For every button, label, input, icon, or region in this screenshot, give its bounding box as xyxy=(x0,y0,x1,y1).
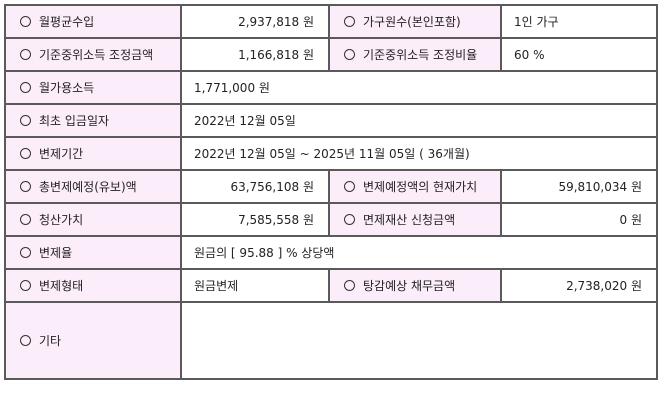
circle-bullet-icon xyxy=(20,214,31,225)
table-row: 월가용소득 1,771,000 원 xyxy=(4,70,658,105)
circle-bullet-icon xyxy=(344,49,355,60)
value-disposable-income: 1,771,000 원 xyxy=(180,70,658,105)
circle-bullet-icon xyxy=(20,181,31,192)
label-text: 총변제예정(유보)액 xyxy=(39,180,137,194)
table-row: 월평균수입 2,937,818 원 가구원수(본인포함) 1인 가구 xyxy=(4,4,658,39)
label-first-payment-date: 최초 입금일자 xyxy=(4,103,182,138)
circle-bullet-icon xyxy=(344,16,355,27)
circle-bullet-icon xyxy=(344,280,355,291)
circle-bullet-icon xyxy=(20,335,31,346)
circle-bullet-icon xyxy=(20,115,31,126)
label-text: 탕감예상 채무금액 xyxy=(363,279,456,293)
label-text: 변제예정액의 현재가치 xyxy=(363,180,478,194)
label-total-repayment: 총변제예정(유보)액 xyxy=(4,169,182,204)
label-repayment-type: 변제형태 xyxy=(4,268,182,303)
label-exempt-property: 면제재산 신청금액 xyxy=(328,202,502,237)
value-median-income-amount: 1,166,818 원 xyxy=(180,37,330,72)
table-row: 최초 입금일자 2022년 12월 05일 xyxy=(4,103,658,138)
circle-bullet-icon xyxy=(344,181,355,192)
value-other xyxy=(180,301,658,380)
label-text: 월평균수입 xyxy=(39,15,95,29)
table-row: 기타 xyxy=(4,301,658,380)
circle-bullet-icon xyxy=(20,16,31,27)
table-row: 변제형태 원금변제 탕감예상 채무금액 2,738,020 원 xyxy=(4,268,658,303)
value-first-payment-date: 2022년 12월 05일 xyxy=(180,103,658,138)
value-repayment-rate: 원금의 [ 95.88 ] % 상당액 xyxy=(180,235,658,270)
table-row: 청산가치 7,585,558 원 면제재산 신청금액 0 원 xyxy=(4,202,658,237)
label-repayment-period: 변제기간 xyxy=(4,136,182,171)
label-expected-forgiveness: 탕감예상 채무금액 xyxy=(328,268,502,303)
repayment-summary-table: 월평균수입 2,937,818 원 가구원수(본인포함) 1인 가구 기준중위소… xyxy=(4,4,658,380)
label-text: 변제형태 xyxy=(39,279,84,293)
label-text: 기준중위소득 조정금액 xyxy=(39,48,154,62)
value-exempt-property: 0 원 xyxy=(500,202,658,237)
value-total-repayment: 63,756,108 원 xyxy=(180,169,330,204)
value-median-income-ratio: 60 % xyxy=(500,37,658,72)
circle-bullet-icon xyxy=(20,148,31,159)
label-liquidation-value: 청산가치 xyxy=(4,202,182,237)
table-row: 총변제예정(유보)액 63,756,108 원 변제예정액의 현재가치 59,8… xyxy=(4,169,658,204)
label-text: 변제기간 xyxy=(39,147,84,161)
value-present-value: 59,810,034 원 xyxy=(500,169,658,204)
value-expected-forgiveness: 2,738,020 원 xyxy=(500,268,658,303)
circle-bullet-icon xyxy=(20,247,31,258)
table-row: 기준중위소득 조정금액 1,166,818 원 기준중위소득 조정비율 60 % xyxy=(4,37,658,72)
circle-bullet-icon xyxy=(20,82,31,93)
value-monthly-income: 2,937,818 원 xyxy=(180,4,330,39)
label-median-income-amount: 기준중위소득 조정금액 xyxy=(4,37,182,72)
label-text: 가구원수(본인포함) xyxy=(363,15,461,29)
table-row: 변제율 원금의 [ 95.88 ] % 상당액 xyxy=(4,235,658,270)
label-household-size: 가구원수(본인포함) xyxy=(328,4,502,39)
label-monthly-income: 월평균수입 xyxy=(4,4,182,39)
label-text: 변제율 xyxy=(39,246,73,260)
value-repayment-type: 원금변제 xyxy=(180,268,330,303)
label-text: 면제재산 신청금액 xyxy=(363,213,456,227)
label-present-value: 변제예정액의 현재가치 xyxy=(328,169,502,204)
label-text: 청산가치 xyxy=(39,213,84,227)
value-household-size: 1인 가구 xyxy=(500,4,658,39)
label-other: 기타 xyxy=(4,301,182,380)
table-row: 변제기간 2022년 12월 05일 ~ 2025년 11월 05일 ( 36개… xyxy=(4,136,658,171)
circle-bullet-icon xyxy=(20,49,31,60)
label-median-income-ratio: 기준중위소득 조정비율 xyxy=(328,37,502,72)
value-liquidation-value: 7,585,558 원 xyxy=(180,202,330,237)
value-repayment-period: 2022년 12월 05일 ~ 2025년 11월 05일 ( 36개월) xyxy=(180,136,658,171)
label-text: 기준중위소득 조정비율 xyxy=(363,48,478,62)
label-disposable-income: 월가용소득 xyxy=(4,70,182,105)
label-text: 기타 xyxy=(39,334,62,348)
label-text: 최초 입금일자 xyxy=(39,114,110,128)
label-repayment-rate: 변제율 xyxy=(4,235,182,270)
circle-bullet-icon xyxy=(20,280,31,291)
circle-bullet-icon xyxy=(344,214,355,225)
label-text: 월가용소득 xyxy=(39,81,95,95)
